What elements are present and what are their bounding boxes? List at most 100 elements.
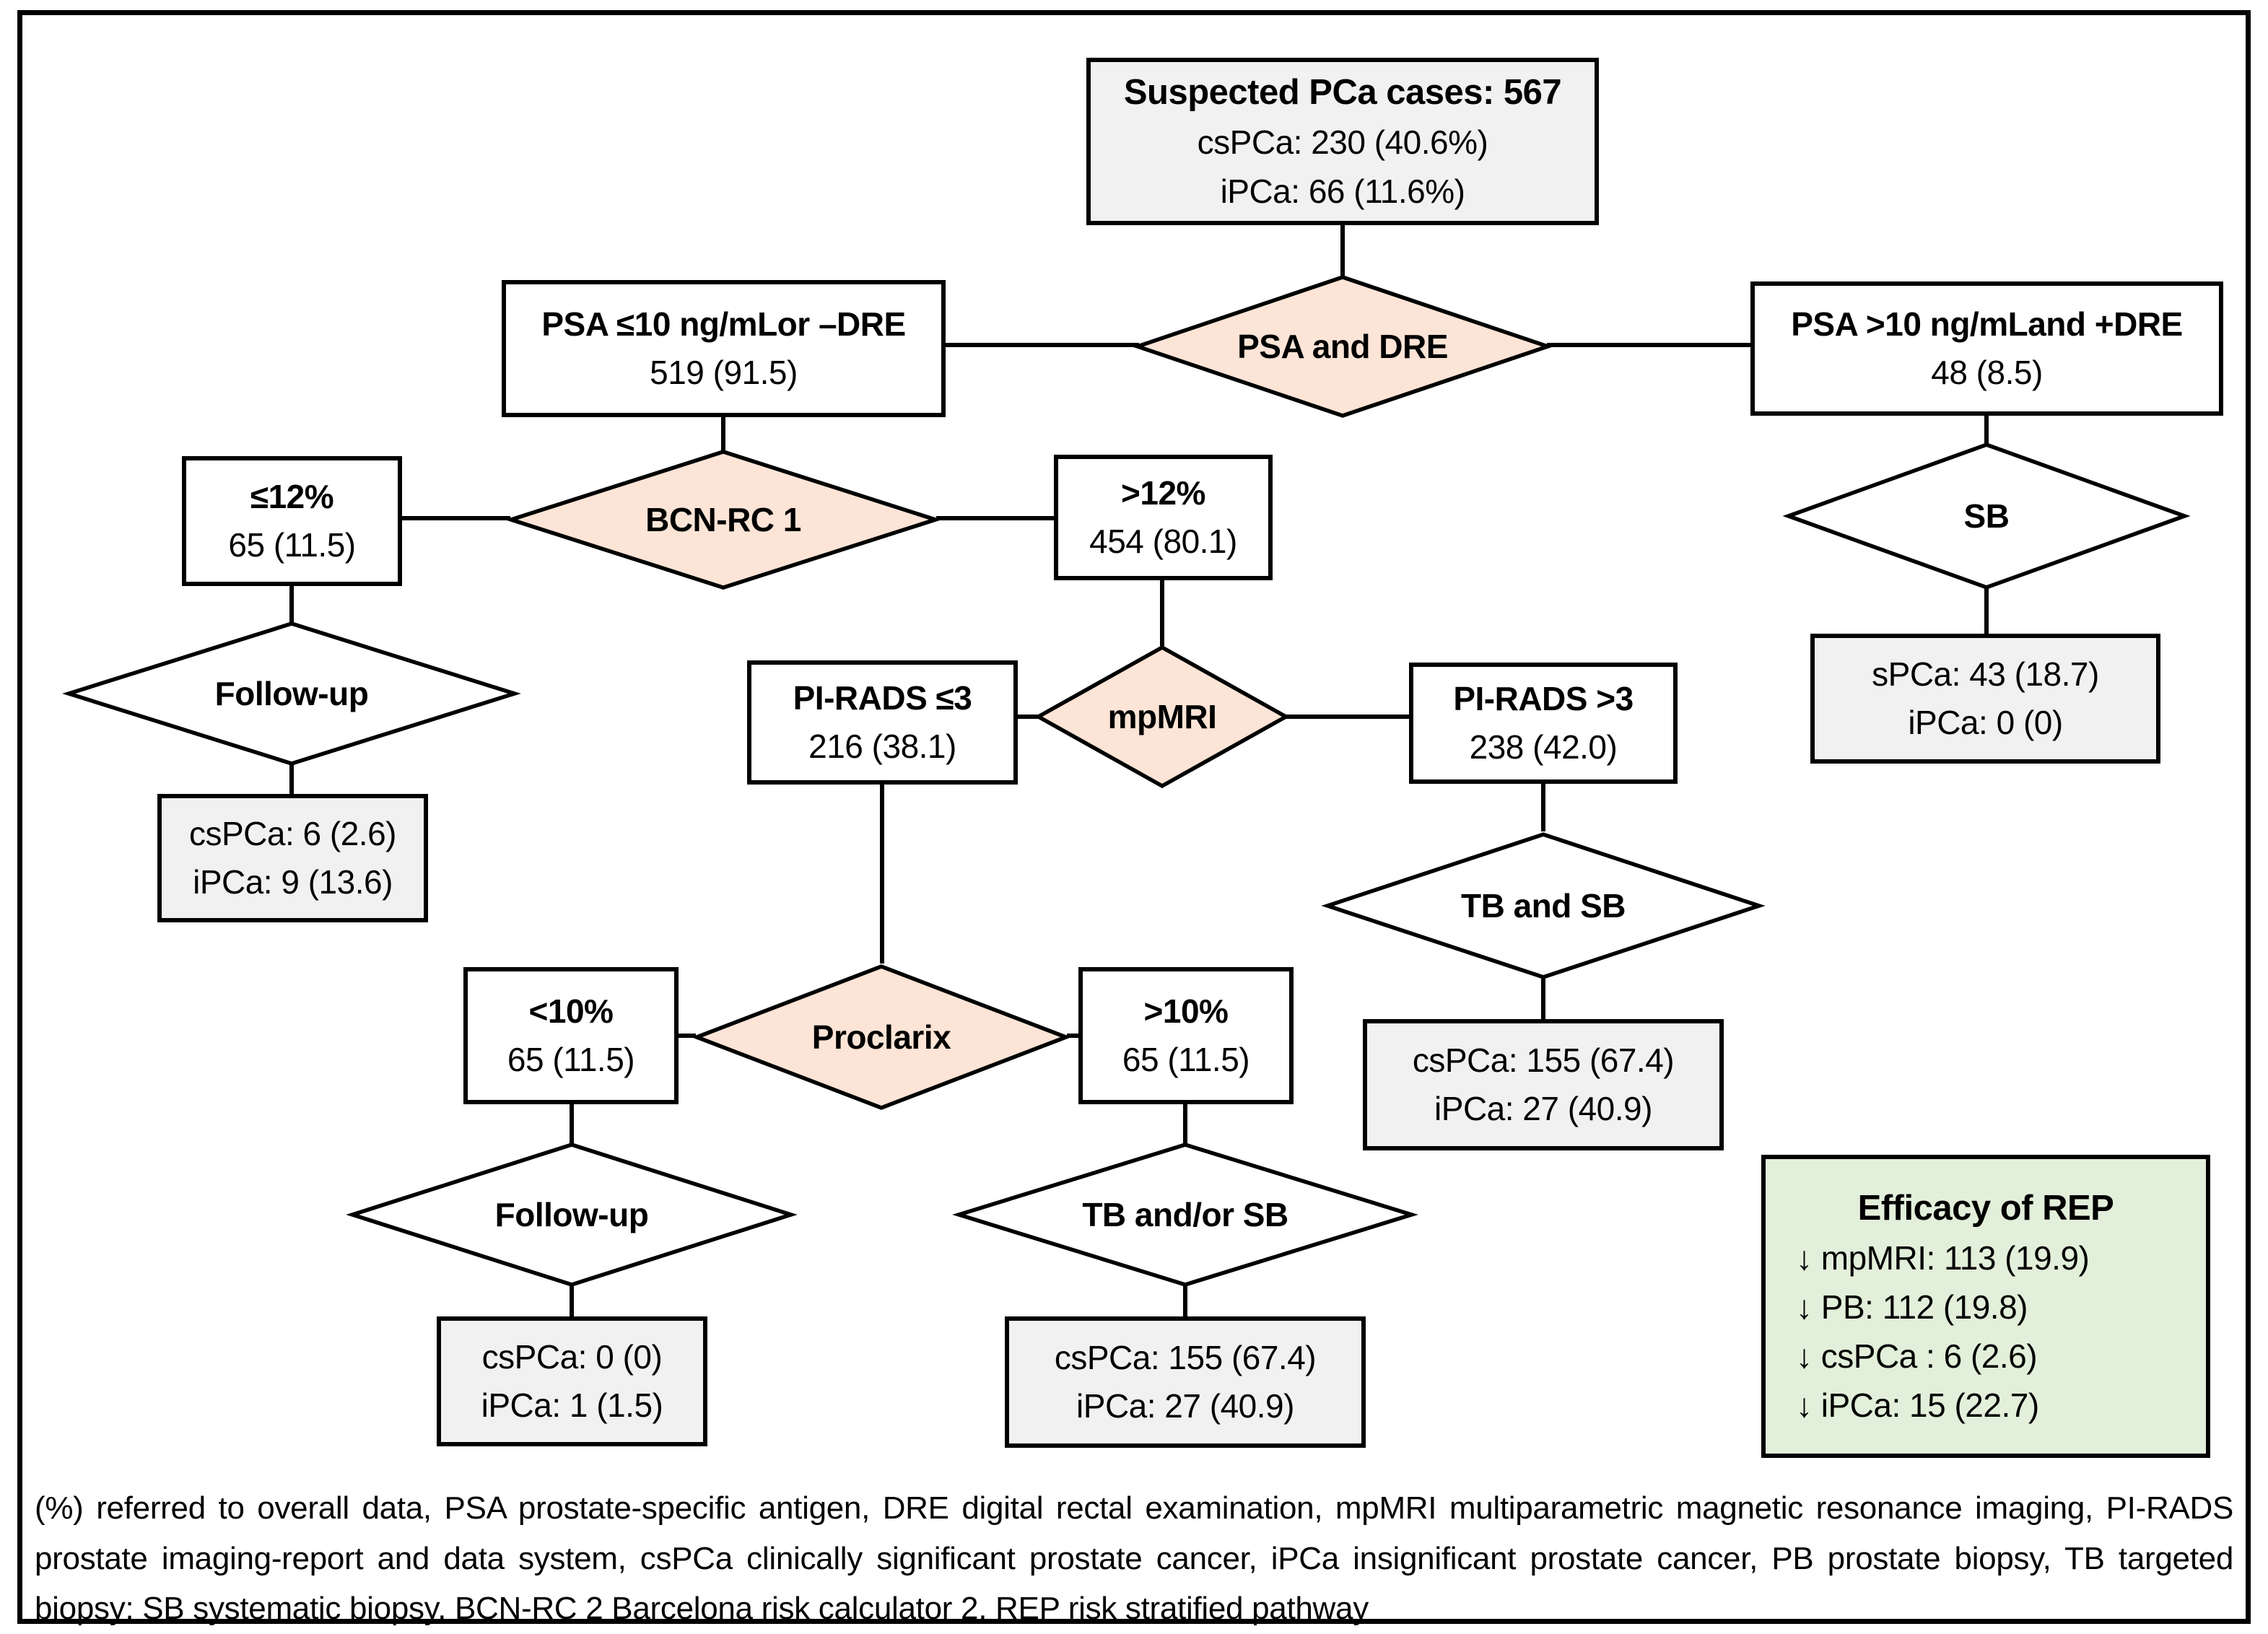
lt10-title: <10% — [528, 992, 614, 1030]
pirads-gt3-title: PI-RADS >3 — [1453, 679, 1634, 717]
sb-outcome-ipca: iPCa: 0 (0) — [1908, 704, 2063, 741]
gt10-value: 65 (11.5) — [1122, 1041, 1250, 1078]
pirads-gt3-value: 238 (42.0) — [1469, 728, 1618, 766]
efficacy-item-pb: ↓ PB: 112 (19.8) — [1796, 1288, 2028, 1326]
decision-psa-and-dre-label: PSA and DRE — [1237, 328, 1448, 365]
connector-line — [1340, 224, 1345, 279]
connector-line — [1183, 1103, 1187, 1143]
gt10-title: >10% — [1143, 992, 1229, 1030]
connector-line — [1984, 415, 1989, 444]
gt12-value: 454 (80.1) — [1089, 523, 1237, 560]
outer-frame — [17, 10, 2251, 1624]
connector-line — [1016, 715, 1041, 719]
le12-value: 65 (11.5) — [228, 526, 356, 564]
decision-mpmri-label: mpMRI — [1107, 698, 1217, 735]
decision-tb-and-sb-label: TB and SB — [1460, 887, 1626, 925]
efficacy-item-mpmri: ↓ mpMRI: 113 (19.9) — [1796, 1239, 2090, 1277]
decision-sb: SB — [1784, 442, 2189, 590]
decision-followup-1: Follow-up — [64, 621, 519, 766]
efficacy-title: Efficacy of REP — [1857, 1189, 2114, 1228]
connector-line — [1984, 588, 1989, 635]
pirads-gt3-box: PI-RADS >3 238 (42.0) — [1409, 663, 1678, 784]
diamond-shape — [348, 1142, 795, 1288]
connector-line — [570, 1286, 574, 1318]
decision-bcn-rc1-label: BCN-RC 1 — [645, 501, 801, 538]
decision-tb-andor-sb-label: TB and/or SB — [1082, 1196, 1288, 1233]
followup-1-outcome-cspca: csPCa: 6 (2.6) — [189, 814, 397, 852]
decision-tb-and-sb: TB and SB — [1323, 831, 1763, 980]
decision-followup-1-label: Follow-up — [214, 675, 369, 712]
le12-title: ≤12% — [250, 477, 334, 515]
connector-line — [289, 765, 294, 795]
connector-line — [1183, 1286, 1187, 1318]
followup-1-outcome-box: csPCa: 6 (2.6) iPCa: 9 (13.6) — [157, 794, 428, 922]
tb-and-sb-outcome-box: csPCa: 155 (67.4) iPCa: 27 (40.9) — [1363, 1019, 1724, 1150]
decision-tb-andor-sb: TB and/or SB — [954, 1142, 1416, 1288]
connector-line — [1541, 782, 1545, 831]
connector-line — [1067, 1034, 1080, 1038]
decision-bcn-rc1: BCN-RC 1 — [507, 449, 940, 590]
connector-line — [1547, 343, 1750, 347]
tb-and-sb-outcome-ipca: iPCa: 27 (40.9) — [1434, 1090, 1652, 1127]
followup-2-outcome-cspca: csPCa: 0 (0) — [481, 1337, 663, 1376]
decision-mpmri: mpMRI — [1036, 645, 1288, 789]
suspected-cases-title: Suspected PCa cases: 567 — [1123, 72, 1562, 112]
connector-line — [936, 516, 1054, 520]
connector-line — [1160, 580, 1164, 646]
decision-followup-2-label: Follow-up — [494, 1196, 649, 1233]
decision-followup-2: Follow-up — [348, 1142, 795, 1288]
lt10-box: <10% 65 (11.5) — [463, 967, 679, 1104]
connector-line — [946, 343, 1139, 347]
diamond-shape — [507, 449, 940, 590]
psa-high-title: PSA >10 ng/mLand +DRE — [1791, 305, 2183, 343]
followup-2-outcome-ipca: iPCa: 1 (1.5) — [481, 1386, 663, 1424]
diamond-shape — [1133, 274, 1552, 419]
diamond-shape — [1036, 645, 1288, 789]
connector-line — [570, 1103, 574, 1143]
connector-line — [677, 1034, 696, 1038]
tb-and-sb-outcome-cspca: csPCa: 155 (67.4) — [1412, 1041, 1675, 1079]
psa-high-value: 48 (8.5) — [1931, 354, 2043, 391]
connector-line — [1541, 979, 1545, 1019]
diamond-shape — [1784, 442, 2189, 590]
suspected-cases-box: Suspected PCa cases: 567 csPCa: 230 (40.… — [1086, 58, 1599, 225]
diamond-shape — [954, 1142, 1416, 1288]
diamond-shape — [1323, 831, 1763, 980]
sb-outcome-box: sPCa: 43 (18.7) iPCa: 0 (0) — [1810, 634, 2160, 764]
suspected-cspca-value: csPCa: 230 (40.6%) — [1197, 123, 1488, 162]
abbreviations-footnote: (%) referred to overall data, PSA prosta… — [35, 1490, 2233, 1627]
diamond-shape — [693, 964, 1070, 1111]
pirads-le3-box: PI-RADS ≤3 216 (38.1) — [747, 660, 1018, 785]
gt12-title: >12% — [1121, 473, 1205, 512]
connector-line — [880, 783, 884, 964]
psa-low-value: 519 (91.5) — [650, 354, 798, 391]
tb-andor-sb-outcome-box: csPCa: 155 (67.4) iPCa: 27 (40.9) — [1005, 1316, 1366, 1448]
efficacy-item-cspca: ↓ csPCa : 6 (2.6) — [1796, 1337, 2038, 1375]
tb-andor-sb-outcome-ipca: iPCa: 27 (40.9) — [1076, 1387, 1294, 1425]
psa-high-box: PSA >10 ng/mLand +DRE 48 (8.5) — [1750, 281, 2223, 416]
efficacy-of-rep-box: Efficacy of REP ↓ mpMRI: 113 (19.9) ↓ PB… — [1761, 1155, 2210, 1458]
psa-low-box: PSA ≤10 ng/mLor –DRE 519 (91.5) — [502, 280, 946, 417]
lt10-value: 65 (11.5) — [507, 1041, 635, 1078]
decision-proclarix-label: Proclarix — [811, 1018, 951, 1056]
pirads-le3-title: PI-RADS ≤3 — [793, 678, 972, 717]
tb-andor-sb-outcome-cspca: csPCa: 155 (67.4) — [1054, 1338, 1317, 1376]
diamond-shape — [64, 621, 519, 766]
followup-2-outcome-box: csPCa: 0 (0) iPCa: 1 (1.5) — [437, 1316, 707, 1446]
pirads-le3-value: 216 (38.1) — [808, 728, 956, 765]
connector-line — [1285, 715, 1410, 719]
decision-proclarix: Proclarix — [693, 964, 1070, 1111]
psa-low-title: PSA ≤10 ng/mLor –DRE — [541, 305, 906, 343]
decision-sb-label: SB — [1963, 497, 2010, 535]
connector-line — [289, 586, 294, 624]
suspected-ipca-value: iPCa: 66 (11.6%) — [1220, 172, 1465, 210]
gt10-box: >10% 65 (11.5) — [1078, 967, 1294, 1104]
connector-line — [721, 417, 725, 452]
le12-box: ≤12% 65 (11.5) — [182, 456, 402, 586]
efficacy-item-ipca: ↓ iPCa: 15 (22.7) — [1796, 1386, 2039, 1424]
decision-psa-and-dre: PSA and DRE — [1133, 274, 1552, 419]
connector-line — [402, 516, 510, 520]
gt12-box: >12% 454 (80.1) — [1054, 455, 1273, 580]
followup-1-outcome-ipca: iPCa: 9 (13.6) — [193, 863, 393, 901]
